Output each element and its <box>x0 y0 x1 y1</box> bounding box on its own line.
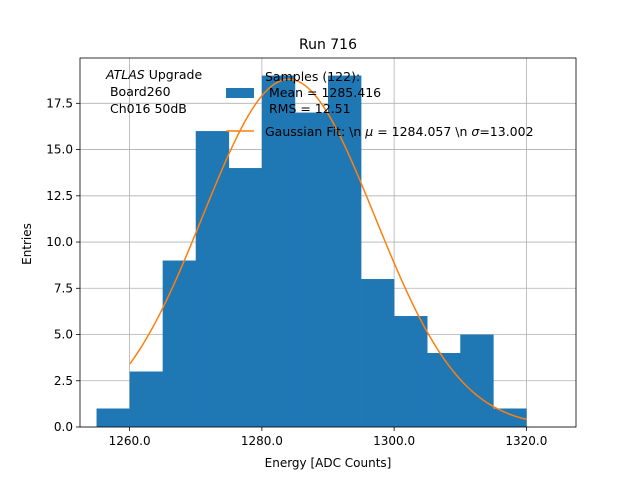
legend-fit-sigma-value: =13.002 <box>479 124 533 139</box>
annotation-line-3: Ch016 50dB <box>106 101 187 116</box>
y-tick-label: 12.5 <box>46 189 73 203</box>
histogram-bar <box>261 75 296 428</box>
annotation-atlas: ATLAS <box>105 67 145 82</box>
legend-samples-line-3: RMS = 12.51 <box>265 101 351 116</box>
histogram-bar <box>195 131 230 427</box>
y-tick-label: 7.5 <box>54 281 73 295</box>
x-axis-label: Energy [ADC Counts] <box>265 456 392 470</box>
y-tick-label: 5.0 <box>54 328 73 342</box>
legend-samples-line-2: Mean = 1285.416 <box>265 85 381 100</box>
histogram-bar <box>96 408 130 427</box>
histogram-bar <box>328 75 362 428</box>
chart-title: Run 716 <box>299 37 357 53</box>
histogram-bar <box>394 316 428 427</box>
histogram-bar <box>228 168 263 428</box>
y-tick-label: 10.0 <box>46 235 73 249</box>
histogram-bar <box>129 371 163 427</box>
legend-fit-mu-symbol: μ <box>364 124 373 139</box>
y-axis-label: Entries <box>20 223 34 265</box>
x-tick-label: 1260.0 <box>109 434 151 448</box>
histogram-bar <box>294 112 329 428</box>
y-tick-label: 17.5 <box>46 96 73 110</box>
histogram-bar <box>460 334 494 427</box>
gaussian-fit <box>128 78 527 421</box>
legend-samples-line-1: Samples (122): <box>265 69 360 84</box>
gaussian-fit-curve <box>128 78 527 421</box>
atlas-annotation: ATLAS Upgrade Board260 Ch016 50dB <box>105 67 202 116</box>
axes-frame <box>79 57 577 428</box>
legend-fit-mu-value: = 1284.057 \n <box>373 124 471 139</box>
annotation-upgrade: Upgrade <box>145 67 203 82</box>
legend-fit-label: Gaussian Fit: \n μ = 1284.057 \n σ=13.00… <box>265 124 534 139</box>
histogram-bar <box>361 279 395 427</box>
legend: Samples (122): Mean = 1285.416 RMS = 12.… <box>226 69 534 139</box>
histogram-bar <box>427 353 461 427</box>
legend-samples-swatch <box>226 88 254 98</box>
y-tick-label: 15.0 <box>46 143 73 157</box>
annotation-line-2: Board260 <box>106 84 171 99</box>
y-tick-label: 0.0 <box>54 420 73 434</box>
annotation-line-1: ATLAS Upgrade <box>105 67 202 82</box>
x-tick-label: 1280.0 <box>241 434 283 448</box>
x-tick-label: 1320.0 <box>505 434 547 448</box>
x-tick-label: 1300.0 <box>373 434 415 448</box>
histogram-bar <box>162 260 197 427</box>
y-tick-label: 2.5 <box>54 374 73 388</box>
ticks: 1260.0 1280.0 1300.0 1320.0 0.0 2.5 5.0 7.5 10.0… <box>46 96 547 448</box>
legend-fit-prefix: Gaussian Fit: \n <box>265 124 365 139</box>
histogram-bar <box>493 408 527 427</box>
legend-fit-sigma-symbol: σ <box>471 124 480 139</box>
histogram-bars <box>96 75 527 428</box>
